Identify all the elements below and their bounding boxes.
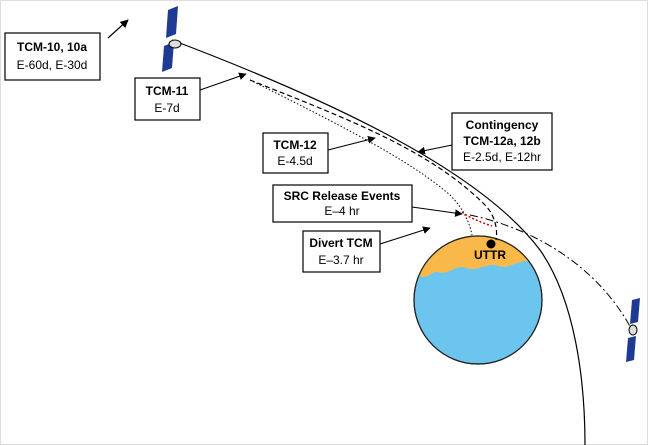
- satellite: [162, 6, 182, 72]
- earth-label: UTTR: [474, 248, 506, 262]
- label-box: TCM-11 E-7d: [134, 77, 201, 121]
- box-line: E–4 hr: [324, 204, 359, 218]
- box-line: E–3.7 hr: [318, 253, 363, 267]
- trajectories: [107, 19, 633, 445]
- box-title: SRC Release Events: [284, 189, 401, 203]
- box-title: Contingency: [466, 118, 539, 132]
- box-title: TCM-10, 10a: [17, 40, 87, 54]
- label-box: Divert TCM E–3.7 hr: [302, 230, 381, 273]
- label-box: Contingency TCM-12a, 12b E-2.5d, E-12hr: [451, 112, 553, 171]
- box-line: E-60d, E-30d: [17, 58, 88, 72]
- box-line: E-2.5d, E-12hr: [463, 150, 541, 164]
- box-line: E-4.5d: [277, 154, 312, 168]
- box-line: E-7d: [154, 101, 179, 115]
- label-box: TCM-12 E-4.5d: [262, 132, 329, 174]
- pointers: [199, 72, 463, 245]
- satellite: [626, 298, 640, 362]
- box-title: Divert TCM: [309, 236, 372, 250]
- box-title: TCM-11: [146, 84, 189, 98]
- earth: UTTR: [413, 235, 543, 365]
- label-box: SRC Release Events E–4 hr: [272, 184, 413, 223]
- label-box: TCM-10, 10a E-60d, E-30d: [4, 32, 101, 81]
- box-line: TCM-12a, 12b: [463, 134, 540, 148]
- box-title: TCM-12: [273, 138, 317, 152]
